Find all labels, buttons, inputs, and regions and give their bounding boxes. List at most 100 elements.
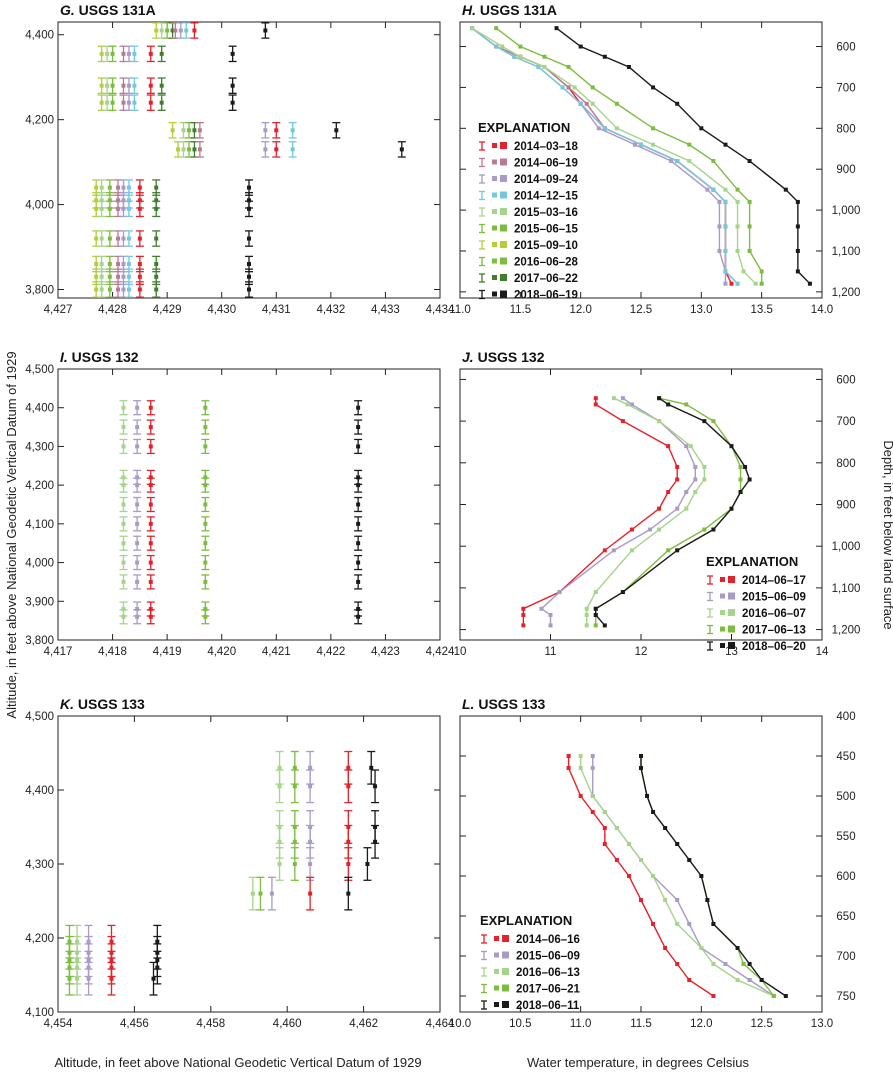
y-tick-label-K: 4,400 [25,785,54,797]
data-point-G [126,100,131,105]
data-point-H [723,269,728,274]
data-point-H [596,126,601,131]
legend-swatch-L [502,935,509,942]
data-point-G [99,206,104,211]
data-point-I [135,483,140,488]
x-tick-label-L: 10.0 [449,1018,471,1030]
data-point-I [135,541,140,546]
legend-swatch-H [492,242,497,247]
y-tick-label-I: 4,100 [25,519,54,531]
data-point-K [308,784,313,789]
data-point-J [675,506,680,511]
data-point-L [639,766,643,770]
data-point-J [620,419,625,424]
data-point-L [663,898,668,902]
series-line-H [471,27,739,285]
x-tick-label-H: 11.0 [449,304,471,316]
data-point-H [729,281,734,286]
data-point-I [203,541,208,546]
data-point-I [203,425,208,430]
legend-entry-H: 2014–03–18 [514,141,579,153]
series-line-H [471,27,727,284]
legend-swatch-H [492,291,497,297]
data-point-J [593,606,598,611]
y-tick-label-H: 800 [836,123,855,135]
data-point-H [699,126,704,131]
data-point-G [173,28,178,33]
data-point-L [602,810,607,814]
data-point-G [132,83,137,88]
y-tick-label-I: 4,500 [25,364,54,376]
data-point-G [154,206,159,211]
data-point-J [684,444,689,449]
data-point-H [723,248,728,253]
data-point-G [126,206,131,211]
data-point-I [203,607,208,612]
data-point-G [121,198,126,203]
data-point-L [602,826,607,830]
data-point-J [702,464,707,469]
legend-swatch-H [500,175,507,182]
data-point-G [126,262,131,267]
legend-swatch-H [492,143,497,148]
y-tick-label-L: 400 [836,711,855,723]
data-point-I [121,475,126,480]
legend-swatch-J [728,592,735,600]
data-point-H [614,101,619,106]
data-point-I [148,483,153,488]
y-tick-label-H: 600 [836,42,855,54]
data-point-L [723,962,728,966]
series-line-L [567,756,714,997]
data-point-G [181,128,186,133]
data-point-H [675,101,680,106]
data-point-I [135,607,140,612]
data-point-I [148,614,153,619]
panel-name-J: USGS 132 [474,349,545,365]
data-point-K [346,839,351,844]
y-tick-label-L: 500 [836,791,855,803]
data-point-G [178,28,183,33]
data-point-H [687,159,692,164]
legend-swatch-H [500,257,507,265]
data-point-J [548,612,553,617]
data-point-G [154,287,159,292]
legend-swatch-J [728,642,735,649]
data-point-H [711,187,716,192]
x-tick-label-L: 11.0 [570,1018,592,1030]
panel-letter-H: H. [462,2,476,18]
data-point-H [717,199,722,204]
x-tick-label-G: 4,434 [426,304,455,316]
data-point-G [99,83,104,88]
series-line-H [471,27,733,284]
data-point-J [629,548,634,553]
y-tick-label-J: 800 [836,458,855,470]
data-point-L [590,794,595,798]
x-tick-label-I: 4,418 [98,646,127,658]
x-tick-label-J: 10 [454,646,467,658]
data-point-I [356,614,361,619]
data-point-L [699,874,704,878]
left-axis-title: Altitude, in feet above National Geodeti… [4,351,19,718]
data-point-J [675,464,680,469]
data-point-I [203,560,208,565]
y-tick-label-L: 550 [836,831,855,843]
data-point-G [247,198,251,203]
x-tick-label-G: 4,431 [262,304,291,316]
legend-swatch-H [500,224,507,232]
data-point-G [230,100,235,105]
data-point-G [399,147,404,152]
data-point-J [666,444,671,449]
x-tick-label-K: 4,462 [349,1018,378,1030]
data-point-I [121,607,126,612]
data-point-H [741,269,746,274]
panel-name-H: USGS 131A [476,2,557,18]
data-point-I [135,521,140,526]
data-point-H [500,44,505,49]
data-point-I [203,502,208,507]
series-line-J [522,398,678,626]
data-point-L [651,810,656,814]
data-point-G [94,198,99,203]
legend-entry-J: 2017–06–13 [742,625,806,637]
data-point-L [687,922,692,926]
